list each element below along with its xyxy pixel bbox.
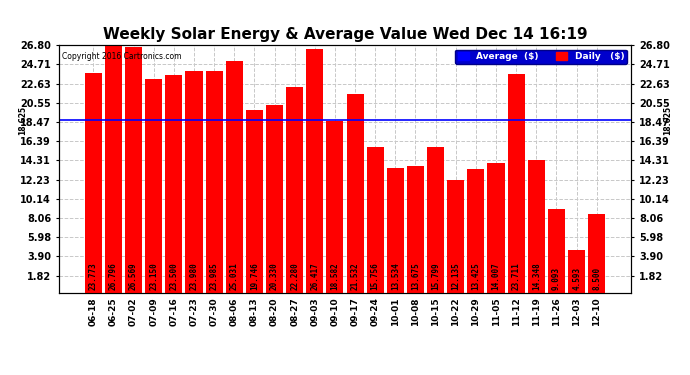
Text: 13.425: 13.425: [471, 262, 480, 290]
Text: 13.534: 13.534: [391, 262, 400, 290]
Text: 12.135: 12.135: [451, 262, 460, 290]
Bar: [528, 160, 545, 292]
Bar: [326, 121, 344, 292]
Text: 18.582: 18.582: [331, 262, 339, 290]
Bar: [346, 94, 364, 292]
Text: 21.532: 21.532: [351, 262, 359, 290]
Bar: [286, 87, 303, 292]
Bar: [427, 147, 444, 292]
Text: Copyright 2016 Cartronics.com: Copyright 2016 Cartronics.com: [61, 53, 181, 62]
Text: 22.280: 22.280: [290, 262, 299, 290]
Text: 23.500: 23.500: [169, 262, 178, 290]
Bar: [508, 74, 525, 292]
Bar: [125, 47, 142, 292]
Text: 15.756: 15.756: [371, 262, 380, 290]
Text: 23.711: 23.711: [512, 262, 521, 290]
Bar: [226, 62, 243, 292]
Text: 23.150: 23.150: [149, 262, 158, 290]
Text: 23.773: 23.773: [89, 262, 98, 290]
Text: 23.980: 23.980: [190, 262, 199, 290]
Text: 26.417: 26.417: [310, 262, 319, 290]
Text: 20.330: 20.330: [270, 262, 279, 290]
Bar: [447, 180, 464, 292]
Text: 23.985: 23.985: [210, 262, 219, 290]
Bar: [266, 105, 283, 292]
Text: 9.093: 9.093: [552, 267, 561, 290]
Text: 8.500: 8.500: [592, 267, 601, 290]
Text: 19.746: 19.746: [250, 262, 259, 290]
Text: 14.007: 14.007: [491, 262, 500, 290]
Bar: [306, 48, 324, 292]
Bar: [165, 75, 182, 292]
Bar: [588, 214, 605, 292]
Bar: [366, 147, 384, 292]
Text: 15.799: 15.799: [431, 262, 440, 290]
Text: 18.625: 18.625: [18, 106, 27, 135]
Bar: [488, 163, 504, 292]
Bar: [186, 71, 202, 292]
Bar: [105, 45, 122, 292]
Bar: [568, 250, 585, 292]
Title: Weekly Solar Energy & Average Value Wed Dec 14 16:19: Weekly Solar Energy & Average Value Wed …: [103, 27, 587, 42]
Text: 26.796: 26.796: [109, 262, 118, 290]
Bar: [246, 110, 263, 292]
Bar: [387, 168, 404, 292]
Bar: [145, 79, 162, 292]
Text: 4.593: 4.593: [572, 267, 581, 290]
Legend: Average  ($), Daily   ($): Average ($), Daily ($): [455, 50, 627, 64]
Bar: [407, 166, 424, 292]
Text: 26.569: 26.569: [129, 262, 138, 290]
Text: 13.675: 13.675: [411, 262, 420, 290]
Bar: [548, 209, 565, 292]
Text: 18.625: 18.625: [663, 106, 672, 135]
Bar: [85, 73, 102, 292]
Bar: [467, 168, 484, 292]
Bar: [206, 71, 223, 292]
Text: 25.031: 25.031: [230, 262, 239, 290]
Text: 14.348: 14.348: [532, 262, 541, 290]
